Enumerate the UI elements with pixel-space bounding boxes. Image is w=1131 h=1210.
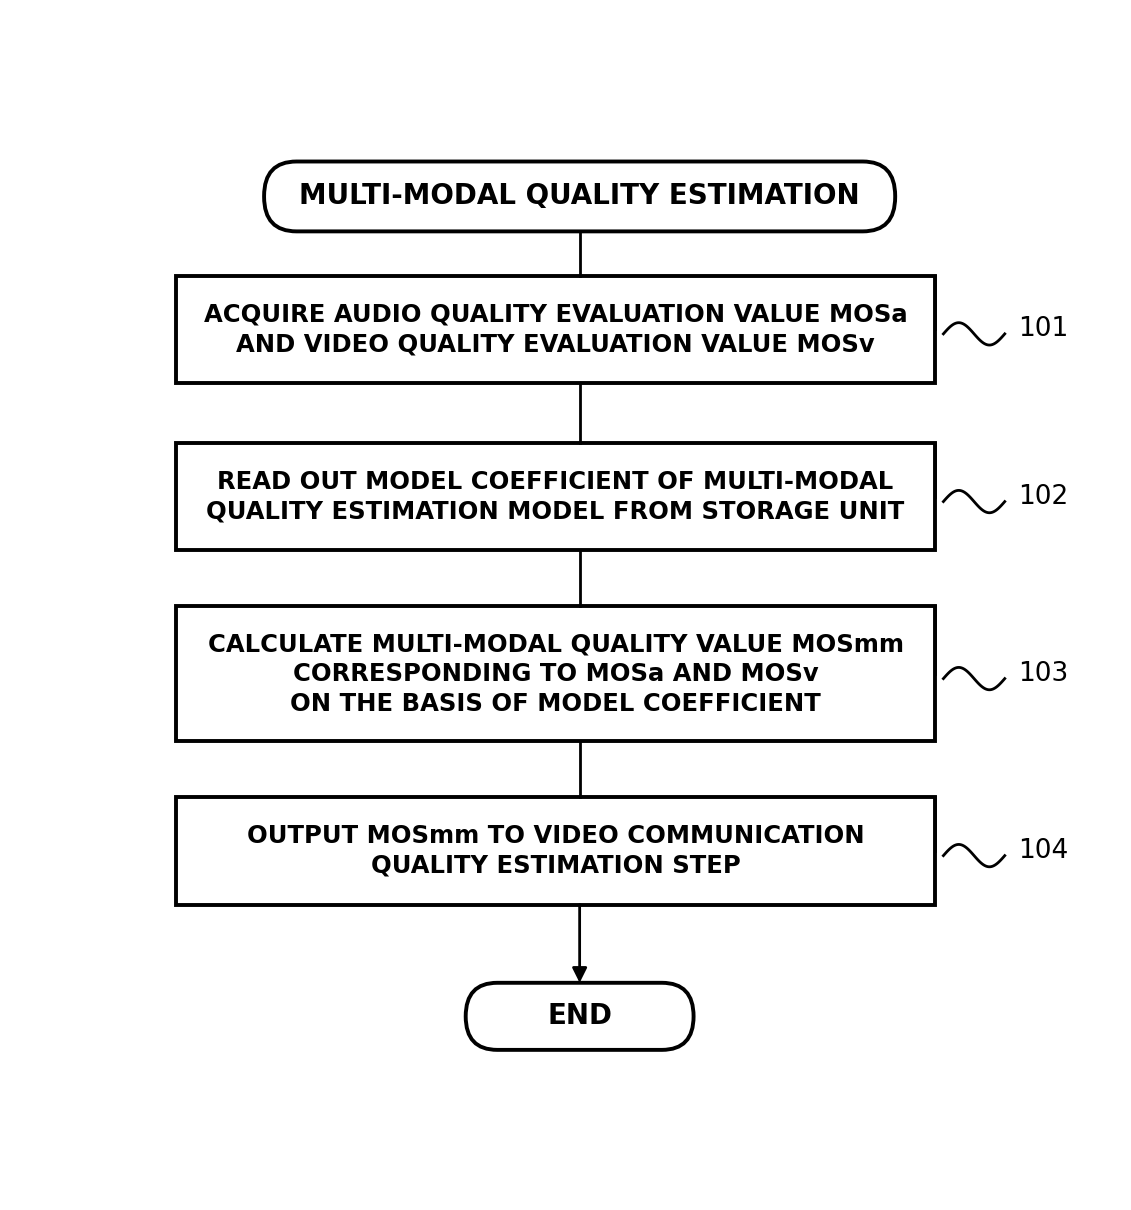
FancyBboxPatch shape <box>176 276 934 382</box>
FancyBboxPatch shape <box>176 443 934 551</box>
Text: 104: 104 <box>1018 839 1068 864</box>
FancyBboxPatch shape <box>466 983 693 1050</box>
Text: 102: 102 <box>1018 484 1068 509</box>
Text: ACQUIRE AUDIO QUALITY EVALUATION VALUE MOSa
AND VIDEO QUALITY EVALUATION VALUE M: ACQUIRE AUDIO QUALITY EVALUATION VALUE M… <box>204 302 907 356</box>
FancyBboxPatch shape <box>176 797 934 905</box>
Text: OUTPUT MOSmm TO VIDEO COMMUNICATION
QUALITY ESTIMATION STEP: OUTPUT MOSmm TO VIDEO COMMUNICATION QUAL… <box>247 824 864 877</box>
FancyBboxPatch shape <box>176 606 934 742</box>
Text: END: END <box>547 1002 612 1031</box>
Text: 101: 101 <box>1018 316 1068 342</box>
Text: 103: 103 <box>1018 661 1068 687</box>
Text: CALCULATE MULTI-MODAL QUALITY VALUE MOSmm
CORRESPONDING TO MOSa AND MOSv
ON THE : CALCULATE MULTI-MODAL QUALITY VALUE MOSm… <box>207 633 904 715</box>
Text: READ OUT MODEL COEFFICIENT OF MULTI-MODAL
QUALITY ESTIMATION MODEL FROM STORAGE : READ OUT MODEL COEFFICIENT OF MULTI-MODA… <box>207 469 905 524</box>
FancyBboxPatch shape <box>264 161 896 231</box>
Text: MULTI-MODAL QUALITY ESTIMATION: MULTI-MODAL QUALITY ESTIMATION <box>300 183 860 211</box>
